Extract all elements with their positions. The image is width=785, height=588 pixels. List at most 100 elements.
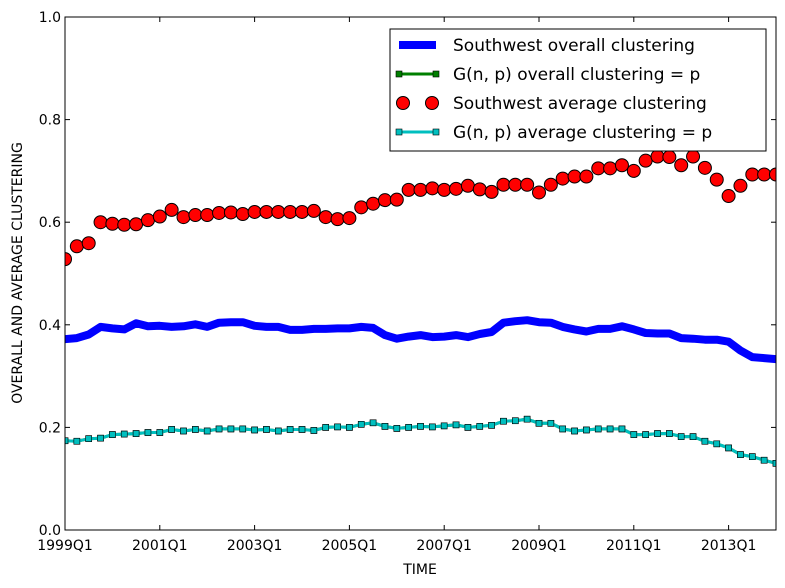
data-point-square — [618, 425, 626, 433]
legend: Southwest overall clustering G(n, p) over… — [389, 28, 767, 152]
data-point-circle — [176, 210, 191, 225]
data-point-circle — [769, 167, 776, 182]
data-point-square — [97, 434, 104, 442]
x-tick-label: 2003Q1 — [227, 538, 283, 554]
data-point-square — [132, 430, 140, 437]
data-point-square — [144, 429, 152, 436]
data-point-square — [666, 430, 673, 437]
data-point-square — [192, 426, 199, 433]
data-point-circle — [508, 177, 523, 192]
data-point-circle — [259, 204, 274, 219]
data-point-circle — [330, 212, 345, 227]
data-point-circle — [472, 182, 487, 197]
data-point-square — [286, 426, 294, 433]
data-point-square — [168, 426, 175, 433]
data-point-square — [760, 456, 768, 464]
data-point-circle — [662, 150, 677, 165]
data-point-square — [737, 451, 744, 458]
data-point-circle — [81, 236, 96, 251]
data-point-circle — [614, 158, 629, 173]
data-point-square — [725, 444, 732, 452]
legend-swatch-marker — [395, 128, 403, 136]
data-point-circle — [295, 204, 309, 219]
data-point-circle — [686, 149, 701, 164]
data-point-circle — [721, 189, 736, 204]
data-point-circle — [709, 172, 724, 187]
data-point-circle — [555, 171, 570, 186]
data-point-circle — [129, 217, 144, 232]
data-point-square — [239, 425, 247, 433]
data-point-circle — [697, 160, 712, 175]
data-point-square — [523, 415, 531, 423]
data-point-square — [65, 437, 69, 445]
data-point-square — [559, 425, 567, 433]
data-point-square — [488, 422, 495, 429]
data-point-square — [263, 426, 270, 433]
data-point-circle — [650, 149, 665, 164]
data-point-circle — [354, 200, 369, 215]
legend-item: G(n, p) overall clustering = p — [395, 65, 700, 85]
data-point-circle — [460, 178, 475, 193]
series-layer — [65, 149, 776, 467]
data-point-square — [85, 435, 92, 442]
data-point-circle — [152, 209, 167, 224]
legend-swatch-marker — [432, 128, 440, 136]
data-point-circle — [484, 184, 499, 199]
data-point-square — [476, 423, 484, 430]
data-point-circle — [223, 205, 238, 220]
data-point-circle — [437, 182, 452, 197]
y-tick-label: 0.0 — [39, 523, 61, 539]
y-tick-label: 1.0 — [39, 10, 61, 26]
y-axis-title: OVERALL AND AVERAGE CLUSTERING — [10, 142, 26, 404]
x-tick-label: 2007Q1 — [416, 538, 472, 554]
data-point-square — [464, 424, 472, 431]
series-2 — [65, 149, 776, 267]
series-3 — [65, 415, 776, 467]
data-point-circle — [105, 216, 120, 231]
data-point-square — [322, 424, 330, 431]
data-point-circle — [591, 161, 606, 176]
data-point-circle — [389, 192, 404, 207]
data-point-square — [677, 433, 685, 440]
data-point-circle — [638, 153, 653, 168]
data-point-circle — [413, 182, 428, 197]
data-point-square — [583, 426, 590, 434]
data-point-circle — [626, 163, 641, 178]
data-point-circle — [200, 208, 215, 223]
data-point-square — [215, 425, 223, 433]
data-point-square — [429, 423, 436, 431]
data-point-circle — [579, 169, 594, 184]
legend-item: Southwest overall clustering — [399, 36, 695, 56]
data-point-square — [251, 426, 258, 434]
legend-box — [389, 28, 767, 152]
data-point-square — [369, 419, 377, 427]
data-point-circle — [603, 161, 618, 176]
data-point-circle — [532, 185, 546, 200]
legend-label: Southwest overall clustering — [453, 36, 695, 56]
legend-swatch-marker — [395, 70, 403, 78]
x-tick-label: 2001Q1 — [132, 538, 188, 554]
y-tick-label: 0.2 — [39, 420, 61, 436]
data-point-circle — [449, 181, 464, 196]
data-point-square — [298, 426, 306, 433]
data-point-circle — [140, 213, 155, 228]
x-tick-label: 1999Q1 — [37, 538, 93, 554]
data-point-square — [109, 431, 116, 438]
data-point-circle — [543, 177, 558, 192]
data-point-square — [511, 417, 519, 425]
data-point-square — [748, 453, 756, 460]
data-point-square — [630, 431, 638, 438]
data-point-square — [357, 421, 365, 428]
data-point-square — [440, 422, 448, 430]
x-axis-title: TIME — [402, 562, 437, 578]
data-point-circle — [235, 206, 250, 221]
data-point-square — [452, 421, 460, 429]
data-point-circle — [247, 204, 262, 219]
data-point-square — [381, 423, 389, 430]
data-point-circle — [425, 181, 440, 196]
data-point-square — [547, 419, 555, 427]
data-point-square — [701, 437, 709, 445]
x-tick-label: 2011Q1 — [606, 538, 662, 554]
data-point-circle — [271, 204, 286, 219]
